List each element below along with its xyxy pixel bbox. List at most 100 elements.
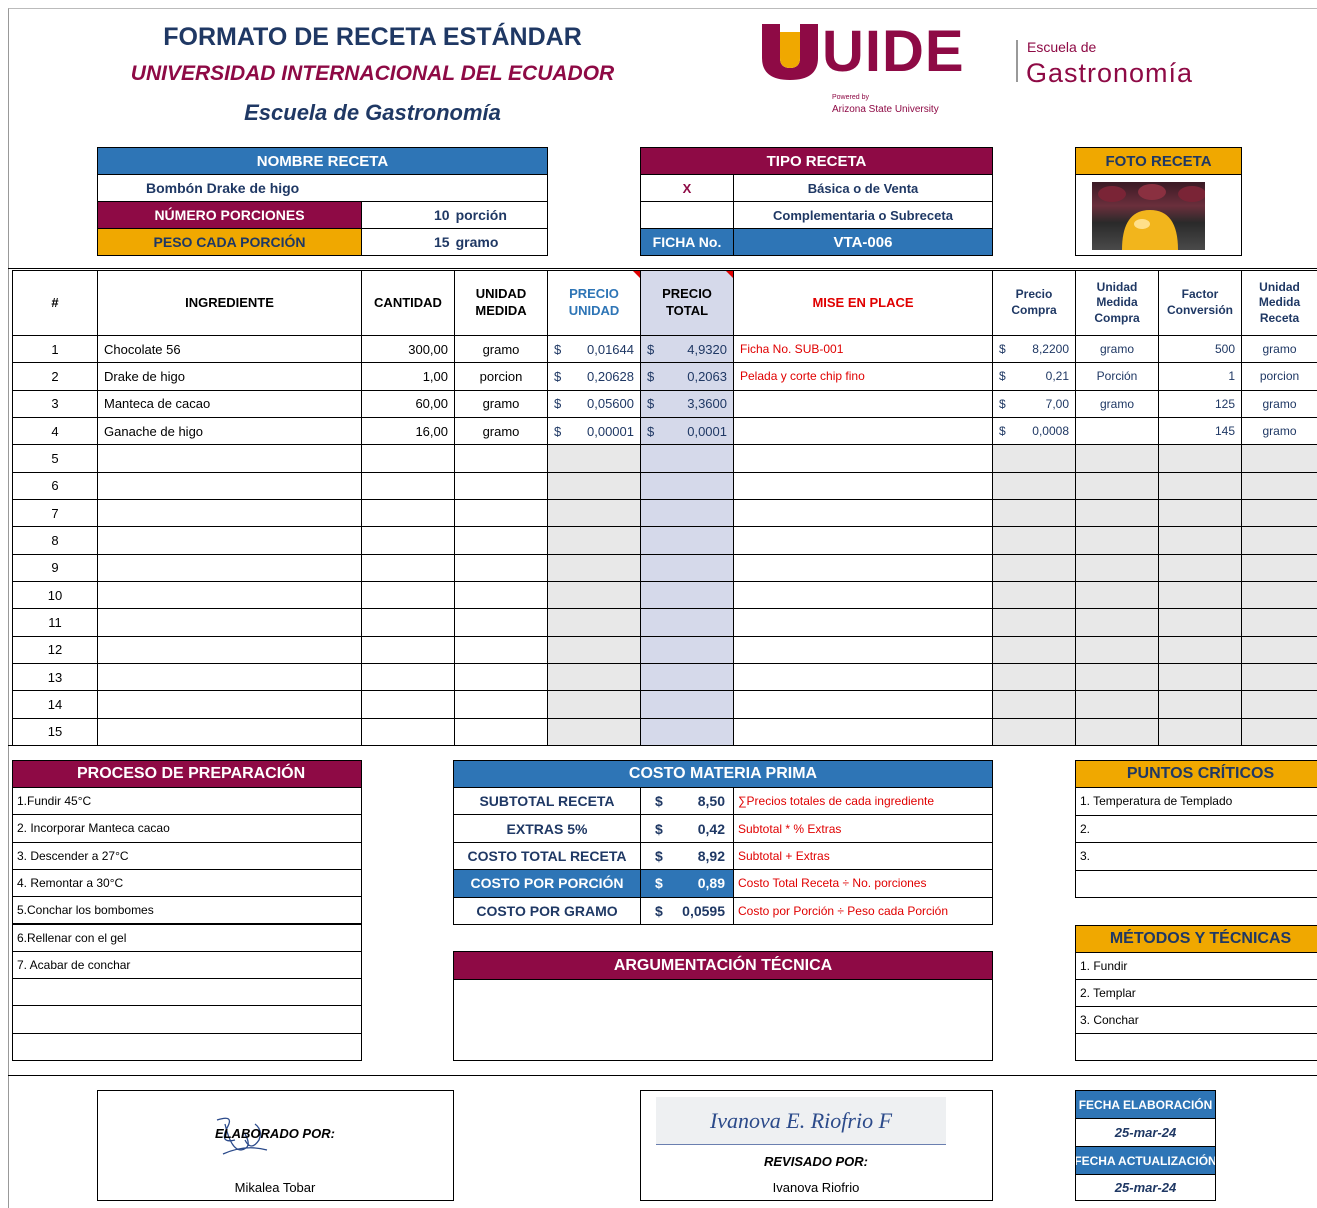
field-label: PESO CADA PORCIÓN [97, 228, 362, 256]
empty-cell [1158, 581, 1242, 610]
currency: $ [655, 847, 663, 864]
type-mark-empty [640, 201, 734, 229]
recipe-unit: porcion [1241, 362, 1317, 391]
signature-box [97, 1090, 454, 1201]
empty-cell [1241, 526, 1317, 555]
weight: 15 gramo [361, 228, 548, 256]
currency: $ [999, 342, 1006, 357]
currency: $ [647, 368, 655, 384]
logo-partner: Arizona State University [832, 103, 939, 115]
qty: 60,00 [361, 389, 455, 418]
empty-cell [361, 690, 455, 719]
step: 3. Descender a 27°C [12, 841, 362, 870]
empty-cell [733, 581, 993, 610]
column-header: Unidad Medida Receta [1241, 270, 1317, 336]
empty-row [12, 978, 362, 1007]
cost-label: COSTO TOTAL RECETA [453, 841, 641, 871]
empty-cell [1241, 499, 1317, 528]
cost-value: $8,50 [640, 787, 734, 816]
price-value: 4,9320 [687, 341, 727, 357]
n: 6 [12, 471, 98, 500]
cost-label: SUBTOTAL RECETA [453, 787, 641, 816]
critical-point: 2. [1075, 814, 1317, 843]
empty-cell [361, 553, 455, 582]
empty-cell [1241, 663, 1317, 692]
empty-cell [640, 635, 734, 664]
currency: $ [999, 424, 1006, 439]
cost-formula: Costo Total Receta ÷ No. porciones [733, 869, 993, 898]
empty-cell [361, 635, 455, 664]
empty-cell [1158, 635, 1242, 664]
price-cell: $4,9320 [640, 335, 734, 364]
n: 11 [12, 608, 98, 637]
empty-cell [640, 526, 734, 555]
price-cell: $0,21 [992, 362, 1076, 391]
currency: $ [647, 396, 655, 412]
empty-cell [1158, 444, 1242, 473]
n: 3 [12, 389, 98, 418]
section-title: ARGUMENTACIÓN TÉCNICA [453, 951, 993, 980]
cost-value: $0,89 [640, 869, 734, 898]
empty-cell [454, 526, 548, 555]
currency: $ [647, 423, 655, 439]
argument-box [453, 979, 993, 1061]
sheet-number: VTA-006 [733, 228, 993, 256]
empty-cell [640, 471, 734, 500]
signature-label: REVISADO POR: [763, 1153, 868, 1169]
unit: porcion [454, 362, 548, 391]
column-header: Unidad Medida Compra [1075, 270, 1159, 336]
empty-cell [454, 635, 548, 664]
n: 13 [12, 663, 98, 692]
cost-label: EXTRAS 5% [453, 814, 641, 843]
cost-label: COSTO POR PORCIÓN [453, 869, 641, 898]
frame [8, 8, 1317, 1208]
cost-formula: ∑Precios totales de cada ingrediente [733, 787, 993, 816]
column-header: PRECIO UNIDAD [547, 270, 641, 336]
empty-cell [992, 444, 1076, 473]
section-title: TIPO RECETA [640, 147, 993, 175]
column-header: Factor Conversión [1158, 270, 1242, 336]
divider [8, 1075, 1317, 1076]
price-value: 8,2200 [1032, 342, 1069, 357]
empty-cell [547, 553, 641, 582]
empty-cell [992, 608, 1076, 637]
empty-cell [547, 444, 641, 473]
empty-cell [1158, 553, 1242, 582]
price-cell: $7,00 [992, 389, 1076, 418]
method: 2. Templar [1075, 979, 1317, 1007]
logo-brand: UIDE [822, 18, 965, 84]
empty-cell [97, 526, 362, 555]
empty-cell [1075, 717, 1159, 746]
school: Escuela de Gastronomía [244, 100, 501, 125]
step: 1.Fundir 45°C [12, 787, 362, 816]
signer-name: Ivanova Riofrio [772, 1179, 860, 1195]
critical-point: 3. [1075, 842, 1317, 871]
empty-cell [1241, 608, 1317, 637]
unit: gramo [454, 417, 548, 446]
section-title: PUNTOS CRÍTICOS [1075, 760, 1317, 788]
recipe-name: Bombón Drake de higo [97, 174, 548, 202]
empty-cell [361, 471, 455, 500]
recipe-photo [1092, 182, 1205, 250]
photo-dome [1122, 210, 1178, 250]
empty-cell [640, 553, 734, 582]
section-title: MÉTODOS Y TÉCNICAS [1075, 925, 1317, 953]
empty-cell [361, 717, 455, 746]
empty-cell [733, 526, 993, 555]
empty-cell [640, 663, 734, 692]
empty-cell [1075, 471, 1159, 500]
n: 10 [12, 581, 98, 610]
empty-cell [1075, 417, 1159, 446]
empty-cell [454, 717, 548, 746]
unit: gramo [454, 335, 548, 364]
price-cell: $8,2200 [992, 335, 1076, 364]
empty-cell [1158, 526, 1242, 555]
empty-cell [733, 389, 993, 418]
n: 5 [12, 444, 98, 473]
empty-cell [1241, 690, 1317, 719]
section-title: PROCESO DE PREPARACIÓN [12, 760, 362, 788]
empty-cell [1241, 717, 1317, 746]
price-value: 0,01644 [587, 341, 634, 357]
empty-cell [547, 608, 641, 637]
